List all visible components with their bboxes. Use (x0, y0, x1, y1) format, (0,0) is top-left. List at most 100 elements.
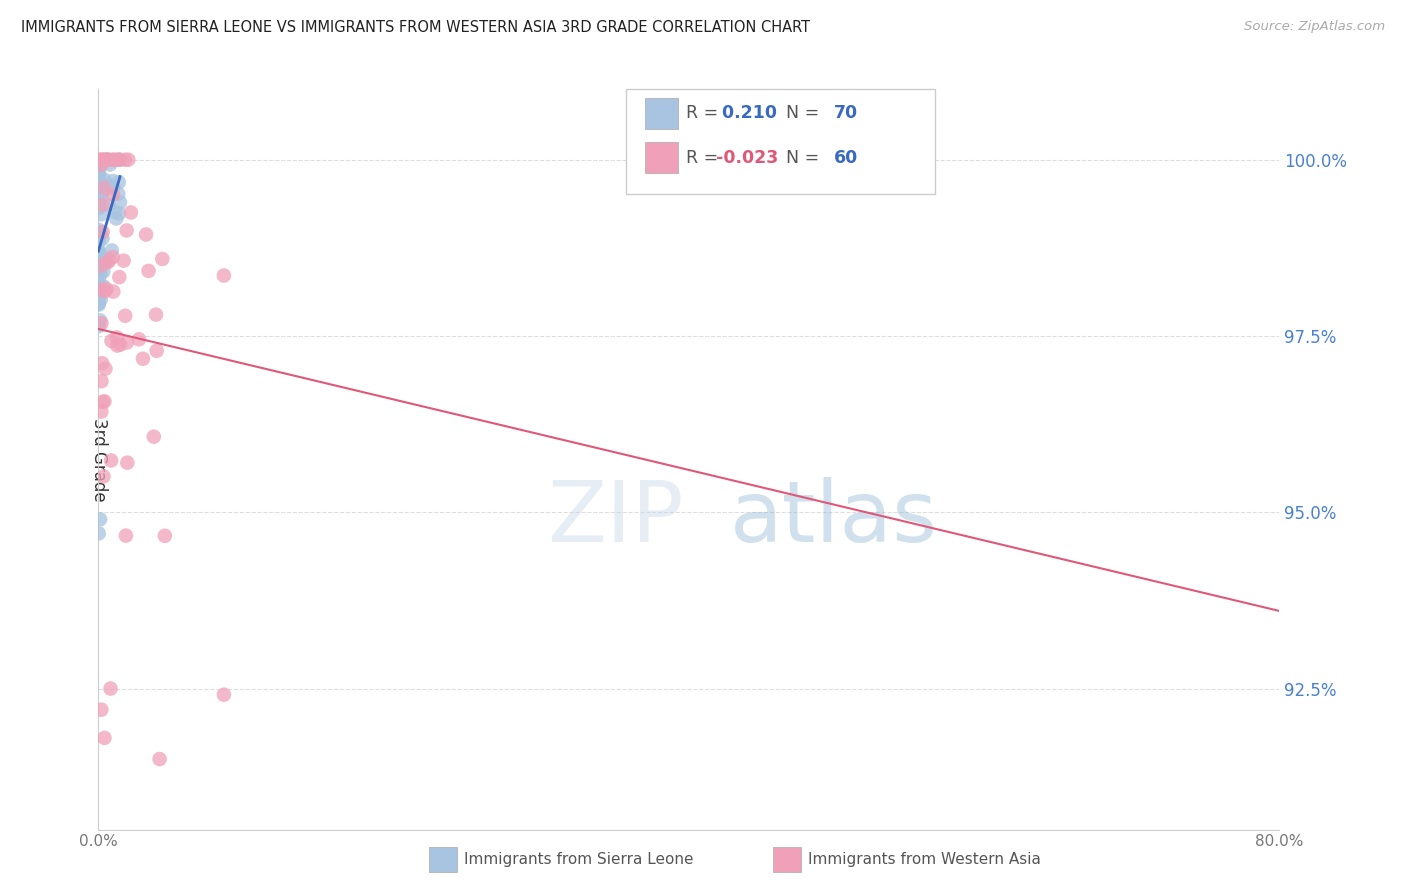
Point (100, 681, 122, 696)
Point (93, 469, 115, 483)
Point (87, 250, 110, 264)
Text: -0.023: -0.023 (716, 149, 778, 167)
Point (93, 173, 115, 187)
Point (96, 153, 118, 167)
Point (89, 258, 111, 272)
Point (87, 246, 110, 260)
Point (93, 181, 115, 195)
Point (117, 153, 139, 167)
Point (87, 231, 110, 245)
Point (90, 316, 112, 330)
Point (87, 260, 110, 274)
Point (89, 194, 111, 209)
Point (87, 261, 110, 276)
Point (98, 253, 121, 268)
Point (87, 297, 110, 311)
Point (94, 252, 117, 266)
Point (108, 270, 131, 285)
Point (112, 253, 135, 268)
Point (94, 361, 117, 376)
Point (87, 257, 110, 271)
Point (128, 332, 150, 346)
Point (132, 351, 155, 366)
Point (89, 157, 111, 171)
Point (90, 267, 112, 281)
Point (96, 255, 118, 269)
Point (145, 308, 167, 322)
Point (90, 259, 112, 273)
Point (87, 296, 110, 310)
Point (103, 179, 125, 194)
Point (108, 206, 131, 220)
Point (89, 176, 111, 190)
Point (89, 226, 111, 240)
Point (107, 175, 129, 189)
Point (89, 156, 111, 170)
Point (145, 343, 167, 358)
Point (114, 309, 136, 323)
Point (89, 313, 111, 327)
Text: Immigrants from Sierra Leone: Immigrants from Sierra Leone (464, 853, 693, 867)
Point (87, 526, 110, 541)
Point (87, 169, 110, 184)
Point (87, 290, 110, 304)
Point (90, 703, 112, 717)
Point (114, 153, 136, 167)
Point (90, 158, 112, 172)
Point (149, 752, 172, 766)
Point (117, 456, 139, 470)
Point (153, 529, 176, 543)
Point (108, 153, 131, 167)
Text: Immigrants from Western Asia: Immigrants from Western Asia (808, 853, 1042, 867)
Point (90, 404, 112, 418)
Text: IMMIGRANTS FROM SIERRA LEONE VS IMMIGRANTS FROM WESTERN ASIA 3RD GRADE CORRELATI: IMMIGRANTS FROM SIERRA LEONE VS IMMIGRAN… (21, 20, 810, 35)
Point (108, 195, 131, 210)
Point (91, 231, 114, 245)
Point (89, 246, 111, 260)
Point (87, 223, 110, 237)
Point (87, 319, 110, 334)
Point (97, 198, 120, 212)
Point (90, 153, 112, 167)
Point (87, 285, 110, 300)
Point (89, 158, 111, 172)
Point (87, 157, 110, 171)
Point (108, 153, 131, 167)
Point (212, 268, 235, 283)
Point (105, 211, 128, 226)
Point (93, 279, 115, 293)
Point (89, 180, 111, 194)
Point (100, 453, 122, 467)
Point (105, 338, 128, 352)
Point (96, 153, 118, 167)
Point (107, 186, 129, 201)
Point (87, 270, 110, 285)
Point (87, 153, 110, 167)
Point (115, 335, 138, 350)
Point (98, 157, 121, 171)
Point (100, 334, 122, 348)
Point (103, 285, 125, 299)
Point (91, 225, 114, 239)
Text: atlas: atlas (730, 477, 938, 560)
Point (87, 263, 110, 277)
Point (91, 253, 114, 268)
Point (105, 330, 128, 344)
Point (94, 255, 117, 269)
Text: 70: 70 (834, 104, 858, 122)
Point (115, 528, 138, 542)
Point (97, 153, 120, 167)
Point (90, 374, 112, 388)
Text: 60: 60 (834, 149, 858, 167)
Point (108, 337, 131, 351)
Point (87, 273, 110, 287)
Point (91, 197, 114, 211)
Text: ZIP: ZIP (547, 477, 683, 560)
Point (91, 394, 114, 409)
Point (87, 201, 110, 215)
Point (212, 688, 235, 702)
Point (104, 205, 127, 219)
Point (100, 153, 122, 167)
Text: N =: N = (775, 104, 824, 122)
Point (89, 168, 111, 182)
